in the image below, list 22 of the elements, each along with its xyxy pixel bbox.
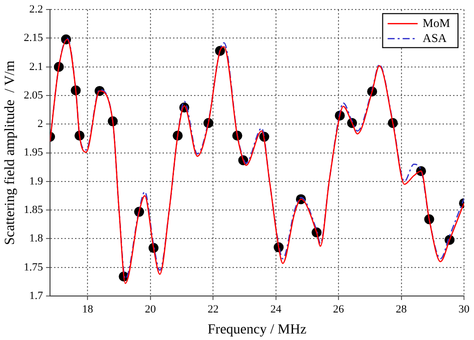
y-tick-label: 1.8	[29, 232, 44, 245]
y-tick-label: 2.05	[24, 89, 44, 102]
x-tick-label: 22	[208, 303, 219, 316]
x-axis-title: Frequency / MHz	[208, 322, 306, 338]
y-tick-label: 1.85	[24, 204, 44, 216]
y-tick-label: 2.1	[29, 60, 44, 73]
x-tick-label: 24	[270, 303, 282, 316]
legend-label: MoM	[422, 16, 450, 30]
y-tick-label: 1.95	[24, 146, 44, 159]
x-tick-label: 28	[396, 303, 408, 316]
legend-label: ASA	[422, 30, 447, 45]
y-tick-label: 1.9	[29, 175, 44, 188]
y-tick-label: 1.7	[29, 290, 44, 302]
y-tick-label: 2.2	[29, 3, 44, 16]
x-tick-label: 30	[458, 303, 470, 316]
y-tick-label: 2	[38, 118, 44, 130]
x-tick-label: 18	[82, 303, 94, 316]
y-axis-title: Scattering field amplitude / V/m	[3, 60, 18, 246]
x-tick-label: 20	[144, 303, 156, 316]
y-tick-label: 2.15	[24, 32, 44, 44]
x-tick-label: 26	[333, 303, 345, 316]
y-tick-label: 1.75	[24, 261, 44, 274]
